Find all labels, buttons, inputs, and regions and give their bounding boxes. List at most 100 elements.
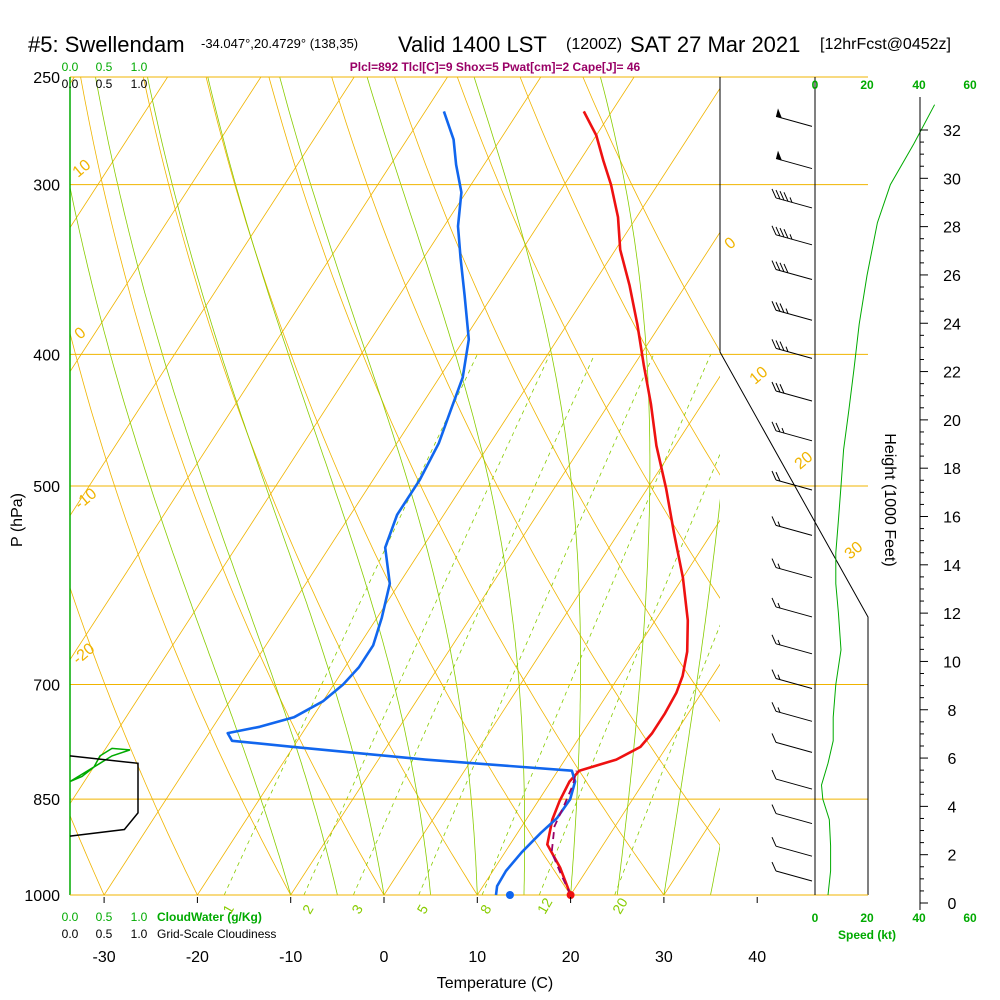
speed-bottom-tick: 0 [812,911,819,925]
wind-barb-feather [771,558,777,568]
pressure-tick-label: 700 [33,678,60,695]
y-axis-label: P (hPa) [9,493,26,547]
height-tick-label: 20 [943,413,961,430]
wind-barb-staff [775,678,813,690]
wind-barb-feather [771,836,777,847]
mixing-ratio-label: 12 [534,895,556,917]
wind-barb-feather [771,516,777,526]
mixing-ratio-line [418,354,655,895]
speed-top-tick: 20 [860,78,874,92]
wind-barb-staff [775,643,813,655]
wind-barb-half-feather [777,674,781,680]
x-tick-label: 0 [380,949,389,966]
height-tick-label: 12 [943,606,961,623]
mixing-ratio-line [538,453,720,895]
dry-adiabat-line [0,53,11,895]
wind-barb-half-feather [781,427,785,434]
dry-adiabat-line [394,77,720,723]
cloud-profiles [69,747,139,837]
cloud-water-line [69,747,131,783]
height-tick-label: 22 [943,365,961,382]
wind-barb-feather [771,861,777,872]
wind-barb [771,597,813,618]
wind-barb-feather [771,381,777,392]
dry-adiabat-line [268,77,665,895]
wind-barb-staff [775,870,813,882]
background-lines [0,53,1000,895]
height-tick-label: 24 [943,316,961,333]
temperature-line [546,110,690,896]
speed-top-tick: 0 [812,78,819,92]
wind-barb-feather [775,340,781,350]
cloudiness-bottom-tick: 1.0 [131,927,148,941]
cloudwater-top-tick: 0.5 [96,60,113,74]
station-title: #5: Swellendam [28,32,185,57]
wind-barb-pennant [776,108,782,119]
mixing-ratio-label: 5 [413,902,431,917]
zulu-time: (1200Z) [566,36,622,53]
chart-axes: 0.00.00.00.00.50.50.50.51.01.01.01.00020… [24,60,977,966]
moist-adiabat-line [473,77,581,895]
speed-axis-label: Speed (kt) [838,928,896,942]
wind-barb-half-feather [789,234,793,240]
wind-barb-feather [779,303,785,313]
wind-barb-feather [775,302,781,312]
isotherm-line [476,519,720,895]
wind-barb-feather [783,263,789,274]
wind-barb-feather [771,260,777,270]
wind-barb-half-feather [777,521,781,527]
wind-barb-feather [771,804,777,814]
height-tick-label: 6 [948,751,957,768]
wind-barb-staff [775,845,813,857]
cloudwater-bottom-tick: 0.0 [62,910,79,924]
wind-barb-feather [771,301,777,311]
wind-barb-staff [775,158,813,170]
pressure-tick-label: 850 [33,792,60,809]
pressure-tick-label: 300 [33,178,60,195]
wind-barb-staff [775,390,813,402]
moist-adiabat-line [70,185,292,895]
isotherm-line [851,77,1000,895]
wind-barb [771,339,813,359]
wind-barb-feather [783,192,789,202]
moist-adiabat-line [207,77,431,895]
wind-barb [775,108,813,127]
station-coords: -34.047°,20.4729° (138,35) [201,36,358,51]
wind-barb [771,301,813,321]
height-tick-label: 26 [943,268,961,285]
x-tick-label: 20 [562,949,580,966]
mixing-ratio-label: 20 [609,895,631,917]
mixing-ratio-line [614,624,720,895]
cloudwater-bottom-tick: 0.5 [96,910,113,924]
wind-speed-panel [820,104,936,896]
wind-barb-feather [771,669,777,679]
parcel-line [550,770,578,896]
moist-adiabat-line [279,77,478,895]
wind-barb-staff [775,606,813,618]
surface-dewpoint-marker [505,891,514,899]
cloudiness-top-tick: 0.0 [62,77,79,91]
cloudiness-top-tick: 0.5 [96,77,113,91]
moist-adiabat-line [366,77,525,895]
wind-barb-feather [775,189,781,200]
wind-speed-line [820,104,936,896]
isotherm-line [944,77,1000,895]
x-tick-label: 30 [655,949,673,966]
wind-barb-half-feather [785,308,789,314]
pressure-tick-label: 400 [33,347,60,364]
valid-time: Valid 1400 LST [398,32,547,57]
mixing-ratio-line [223,354,478,895]
wind-barb-staff [775,347,813,359]
wind-barb-feather [771,188,777,199]
wind-barb [771,421,813,442]
wind-barb-feather [779,227,785,238]
x-tick-label: -10 [279,949,302,966]
dry-adiabat-line [331,77,720,847]
mixing-ratio-line [353,354,595,895]
dry-adiabat-label: 30 [842,539,867,564]
cloudiness-label: Grid-Scale Cloudiness [157,927,276,941]
surface-temperature-marker [566,891,575,899]
wind-barb-feather [779,190,785,201]
speed-top-tick: 60 [963,78,977,92]
